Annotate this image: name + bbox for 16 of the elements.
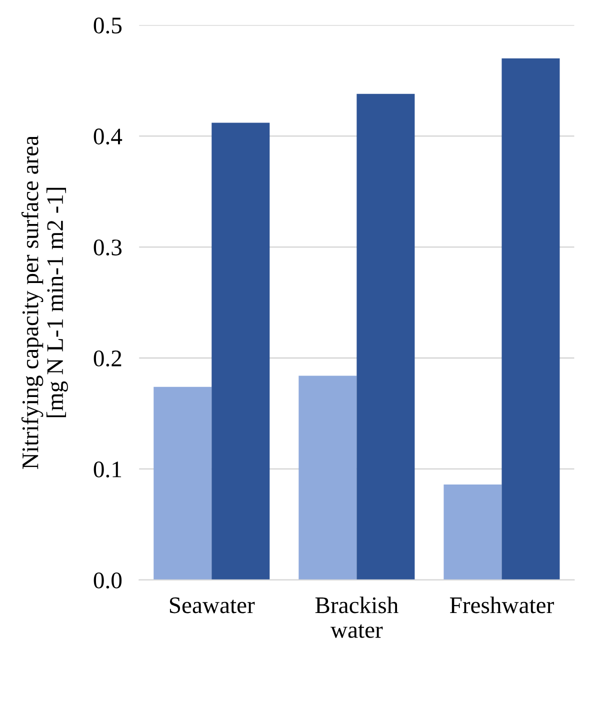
x-tick-label: Freshwater [450, 596, 554, 614]
y-tick-label: 0.1 [94, 461, 122, 478]
y-tick-label: 0.3 [94, 240, 122, 256]
bar [502, 58, 560, 580]
bar [154, 386, 212, 580]
bar [298, 376, 357, 580]
y-tick-label: 0.0 [94, 572, 122, 588]
y-tick-label: 0.2 [94, 350, 122, 367]
y-tick-label: 0.5 [94, 18, 122, 34]
bar [444, 484, 502, 580]
y-tick-label: 0.4 [94, 128, 122, 145]
x-tick-label: Brackish water [315, 596, 398, 638]
bar [356, 94, 415, 580]
x-tick-label: Seawater [170, 597, 255, 614]
bar [212, 122, 270, 580]
y-axis-title: Nitrifying capacity per surface area [mg N L-1 min-1 m2 -1] [21, 136, 68, 469]
